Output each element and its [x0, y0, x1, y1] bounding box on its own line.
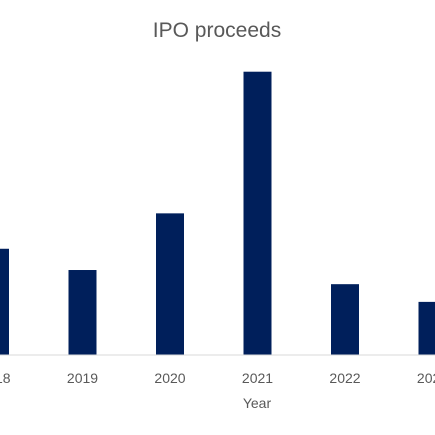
x-tick-label-2020: 2020: [154, 370, 185, 386]
bar-2020: [156, 213, 184, 355]
x-axis-title: Year: [243, 395, 272, 411]
x-tick-label-2019: 2019: [67, 370, 98, 386]
bars-layer: [0, 71, 435, 356]
bar-2019: [68, 270, 97, 355]
x-tick-label-2021: 2021: [242, 370, 273, 386]
bar-2018: [0, 248, 9, 355]
x-tick-label-2018: 2018: [0, 370, 11, 386]
x-tick-label-2023: 2023: [417, 370, 435, 386]
x-tick-label-2022: 2022: [329, 370, 360, 386]
bar-2021: [243, 71, 272, 356]
chart-title: IPO proceeds: [153, 19, 281, 42]
x-tick-labels: 2018 2019 2020 2021 2022 2023: [0, 370, 435, 386]
bar-2023: [418, 301, 435, 355]
bar-2022: [331, 284, 359, 355]
